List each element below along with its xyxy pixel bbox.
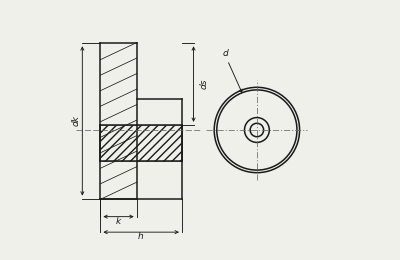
Text: dk: dk [72, 115, 81, 126]
Text: h: h [138, 232, 144, 241]
Text: ds: ds [199, 79, 208, 89]
Text: k: k [116, 217, 121, 225]
Text: d: d [222, 49, 228, 58]
